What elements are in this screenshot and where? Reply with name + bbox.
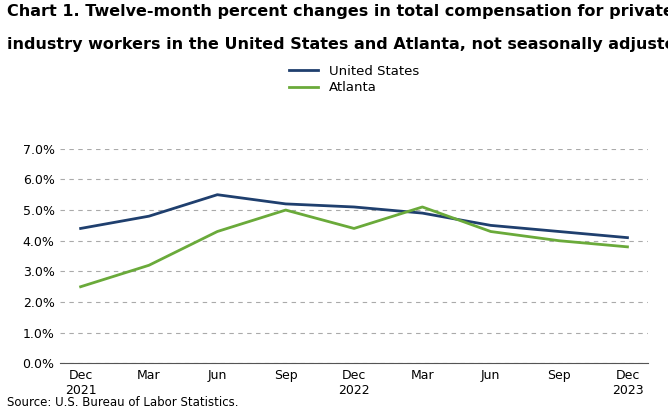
Atlanta xyxy=(487,229,495,234)
Legend: United States, Atlanta: United States, Atlanta xyxy=(289,65,419,95)
Text: Source: U.S. Bureau of Labor Statistics.: Source: U.S. Bureau of Labor Statistics. xyxy=(7,396,238,409)
Text: industry workers in the United States and Atlanta, not seasonally adjusted: industry workers in the United States an… xyxy=(7,37,668,52)
United States xyxy=(77,226,85,231)
Line: Atlanta: Atlanta xyxy=(81,207,627,287)
United States xyxy=(487,223,495,228)
Text: Chart 1. Twelve-month percent changes in total compensation for private: Chart 1. Twelve-month percent changes in… xyxy=(7,4,668,19)
United States xyxy=(213,192,221,197)
Atlanta xyxy=(282,208,290,213)
United States xyxy=(623,235,631,240)
Atlanta xyxy=(77,284,85,289)
Atlanta xyxy=(418,204,426,209)
United States xyxy=(145,214,153,218)
United States xyxy=(282,202,290,206)
Atlanta xyxy=(145,263,153,268)
Atlanta xyxy=(213,229,221,234)
United States xyxy=(418,211,426,216)
Line: United States: United States xyxy=(81,195,627,237)
Atlanta xyxy=(555,238,563,243)
United States xyxy=(350,204,358,209)
Atlanta xyxy=(623,244,631,249)
United States xyxy=(555,229,563,234)
Atlanta xyxy=(350,226,358,231)
